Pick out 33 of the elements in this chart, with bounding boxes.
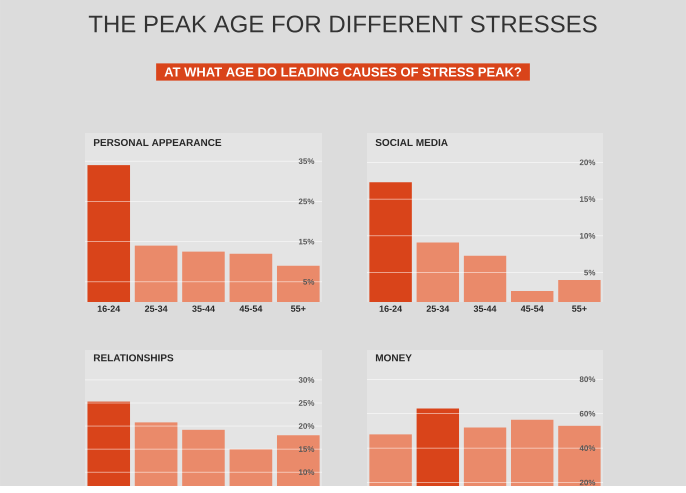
bar [134, 246, 178, 302]
bar [230, 254, 272, 302]
y-tick-label: 20% [580, 160, 596, 166]
bar [276, 266, 320, 302]
x-tick-label: 35-44 [192, 306, 215, 312]
y-tick-label: 20% [298, 423, 314, 429]
x-tick-label: 25-34 [144, 306, 168, 312]
chart-title: SOCIAL MEDIA [376, 139, 448, 146]
x-tick-label: 45-54 [240, 306, 262, 312]
y-tick-label: 25% [298, 198, 314, 204]
y-tick-label: 15% [580, 196, 596, 202]
y-tick-label: 25% [298, 400, 314, 406]
x-tick-label: 35-44 [474, 306, 496, 312]
x-tick-label: 55+ [572, 306, 587, 312]
bar [182, 252, 225, 302]
y-tick-label: 80% [580, 376, 596, 382]
y-tick-label: 30% [298, 377, 314, 383]
x-tick-label: 16-24 [380, 306, 402, 312]
chart-title: MONEY [376, 354, 412, 362]
x-tick-label: 25-34 [426, 306, 450, 312]
chart-title: RELATIONSHIPS [94, 354, 174, 362]
y-tick-label: 15% [298, 238, 314, 245]
y-tick-label: 10% [580, 233, 596, 239]
chart-title: PERSONAL APPEARANCE [94, 139, 222, 146]
x-tick-label: 16-24 [98, 306, 120, 312]
bar [87, 165, 130, 302]
x-tick-label: 55+ [290, 306, 306, 312]
y-tick-label: 5% [584, 270, 596, 276]
x-tick-label: 45-54 [520, 306, 544, 312]
text: THE PEAK AGE FOR DIFFERENT STRESSES [88, 16, 597, 33]
text: AT WHAT AGE DO LEADING CAUSES OF STRESS PEAK? [164, 67, 522, 77]
y-tick-label: 35% [298, 158, 314, 164]
y-tick-label: 60% [580, 410, 596, 417]
